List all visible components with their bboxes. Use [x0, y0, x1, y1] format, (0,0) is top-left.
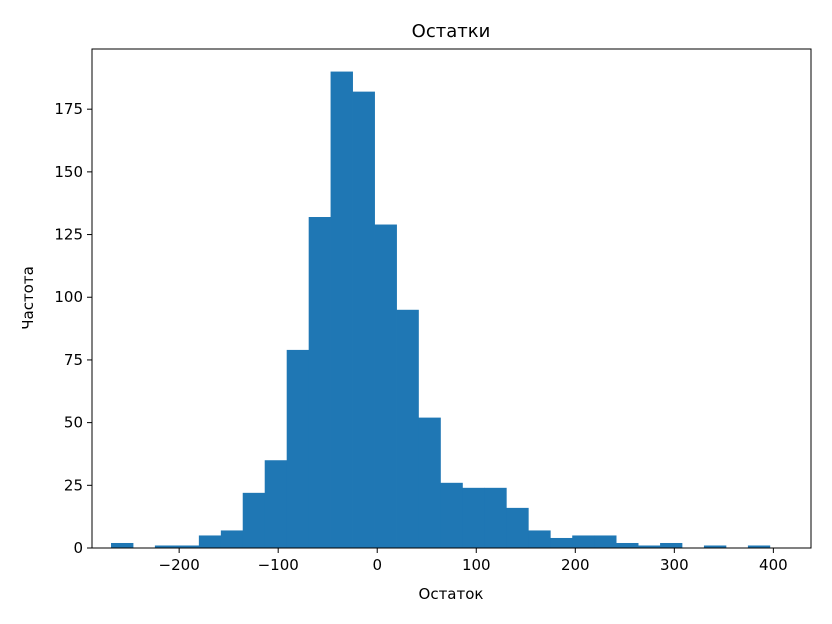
- histogram-bar: [374, 224, 397, 548]
- chart-title: Остатки: [412, 21, 491, 42]
- y-tick-label: 25: [64, 476, 83, 494]
- histogram-bar: [264, 460, 288, 548]
- histogram-bar: [154, 545, 178, 548]
- histogram-bar: [418, 417, 441, 548]
- histogram-bar: [286, 349, 310, 548]
- plot-frame: [91, 48, 812, 549]
- y-tick-label: 125: [54, 226, 83, 244]
- histogram-bar: [352, 91, 375, 548]
- histogram-bar: [660, 542, 683, 548]
- histogram-bar: [440, 482, 463, 548]
- histogram-bar: [330, 71, 353, 548]
- histogram-bar: [176, 545, 200, 548]
- histogram-bar: [506, 507, 529, 548]
- y-tick-label: 75: [64, 351, 83, 369]
- x-tick-label: 100: [462, 556, 491, 574]
- histogram-bar: [462, 487, 485, 548]
- x-tick-label: −200: [159, 556, 200, 574]
- x-axis-ticks: −200 −100 0 100 200 300 400: [159, 548, 788, 574]
- histogram-bar: [111, 542, 134, 548]
- histogram-bar: [528, 530, 551, 548]
- histogram-bar: [638, 545, 661, 548]
- histogram-bar: [703, 545, 727, 548]
- histogram-bar: [594, 535, 617, 548]
- histogram-bar: [550, 537, 573, 548]
- x-axis-title: Остаток: [419, 585, 484, 603]
- y-tick-label: 50: [64, 414, 83, 432]
- x-tick-label: 0: [372, 556, 382, 574]
- y-axis-title: Частота: [19, 266, 37, 330]
- histogram-bar: [616, 542, 639, 548]
- histogram-bar: [308, 217, 331, 549]
- histogram-bar: [484, 487, 507, 548]
- histogram-bar: [220, 530, 244, 548]
- x-tick-label: 300: [660, 556, 689, 574]
- y-tick-label: 100: [54, 288, 83, 306]
- y-tick-label: 175: [54, 100, 83, 118]
- y-tick-label: 150: [54, 163, 83, 181]
- histogram-bar: [198, 535, 222, 548]
- y-axis-ticks: 0 25 50 75 100 125 150 175: [54, 100, 92, 557]
- histogram-bar: [396, 309, 419, 548]
- x-tick-label: −100: [258, 556, 299, 574]
- bars-group: [111, 71, 771, 549]
- histogram-bar: [747, 545, 771, 548]
- histogram-bar: [242, 492, 266, 548]
- y-tick-label: 0: [73, 539, 83, 557]
- x-tick-label: 200: [561, 556, 590, 574]
- x-tick-label: 400: [759, 556, 788, 574]
- histogram-bar: [572, 535, 595, 548]
